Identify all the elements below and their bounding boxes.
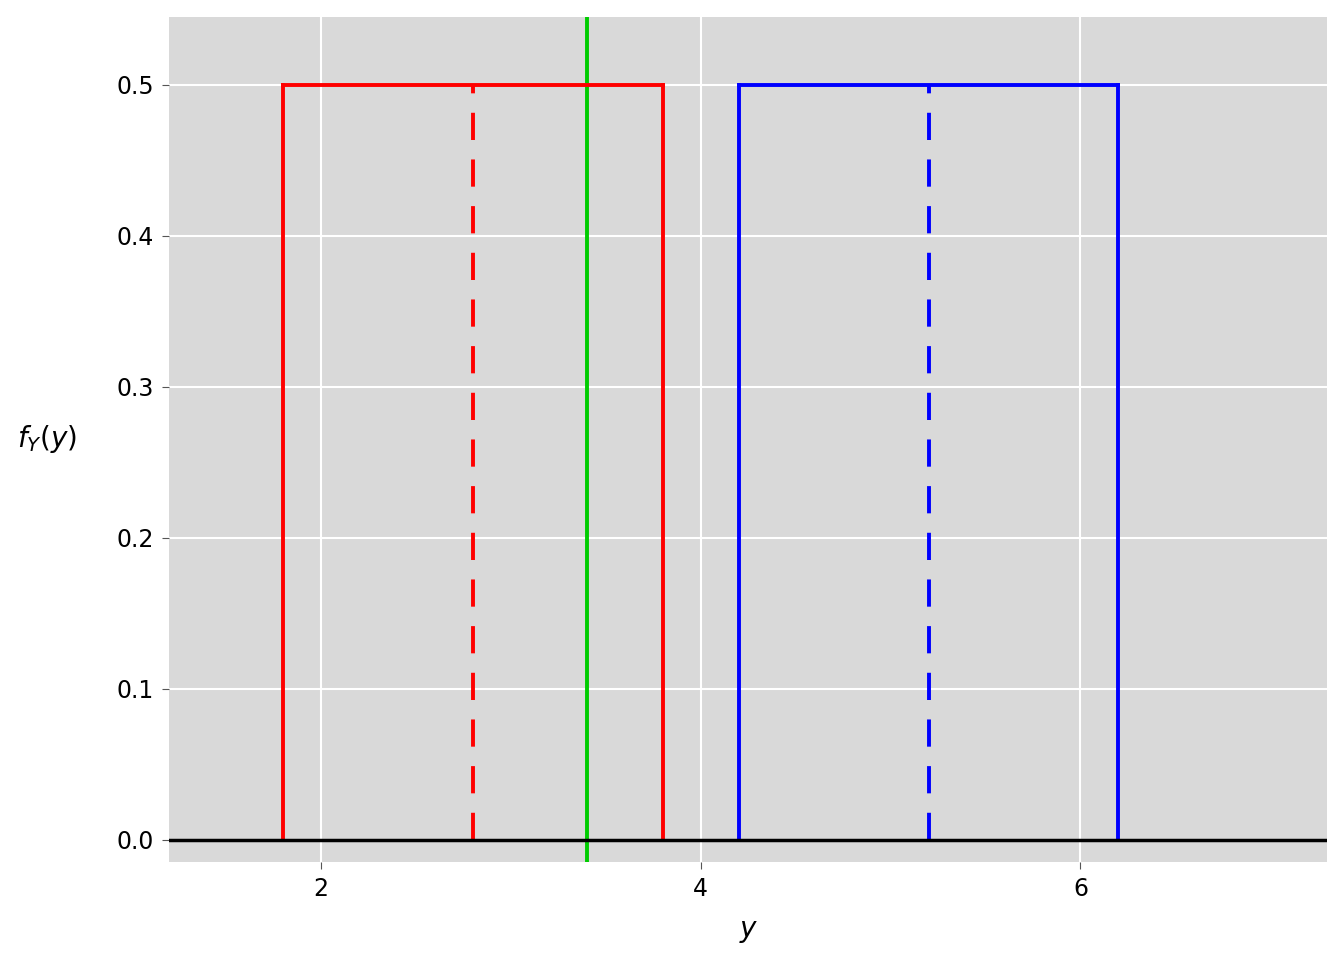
- X-axis label: y: y: [741, 915, 757, 944]
- Y-axis label: $f_Y(y)$: $f_Y(y)$: [16, 423, 77, 455]
